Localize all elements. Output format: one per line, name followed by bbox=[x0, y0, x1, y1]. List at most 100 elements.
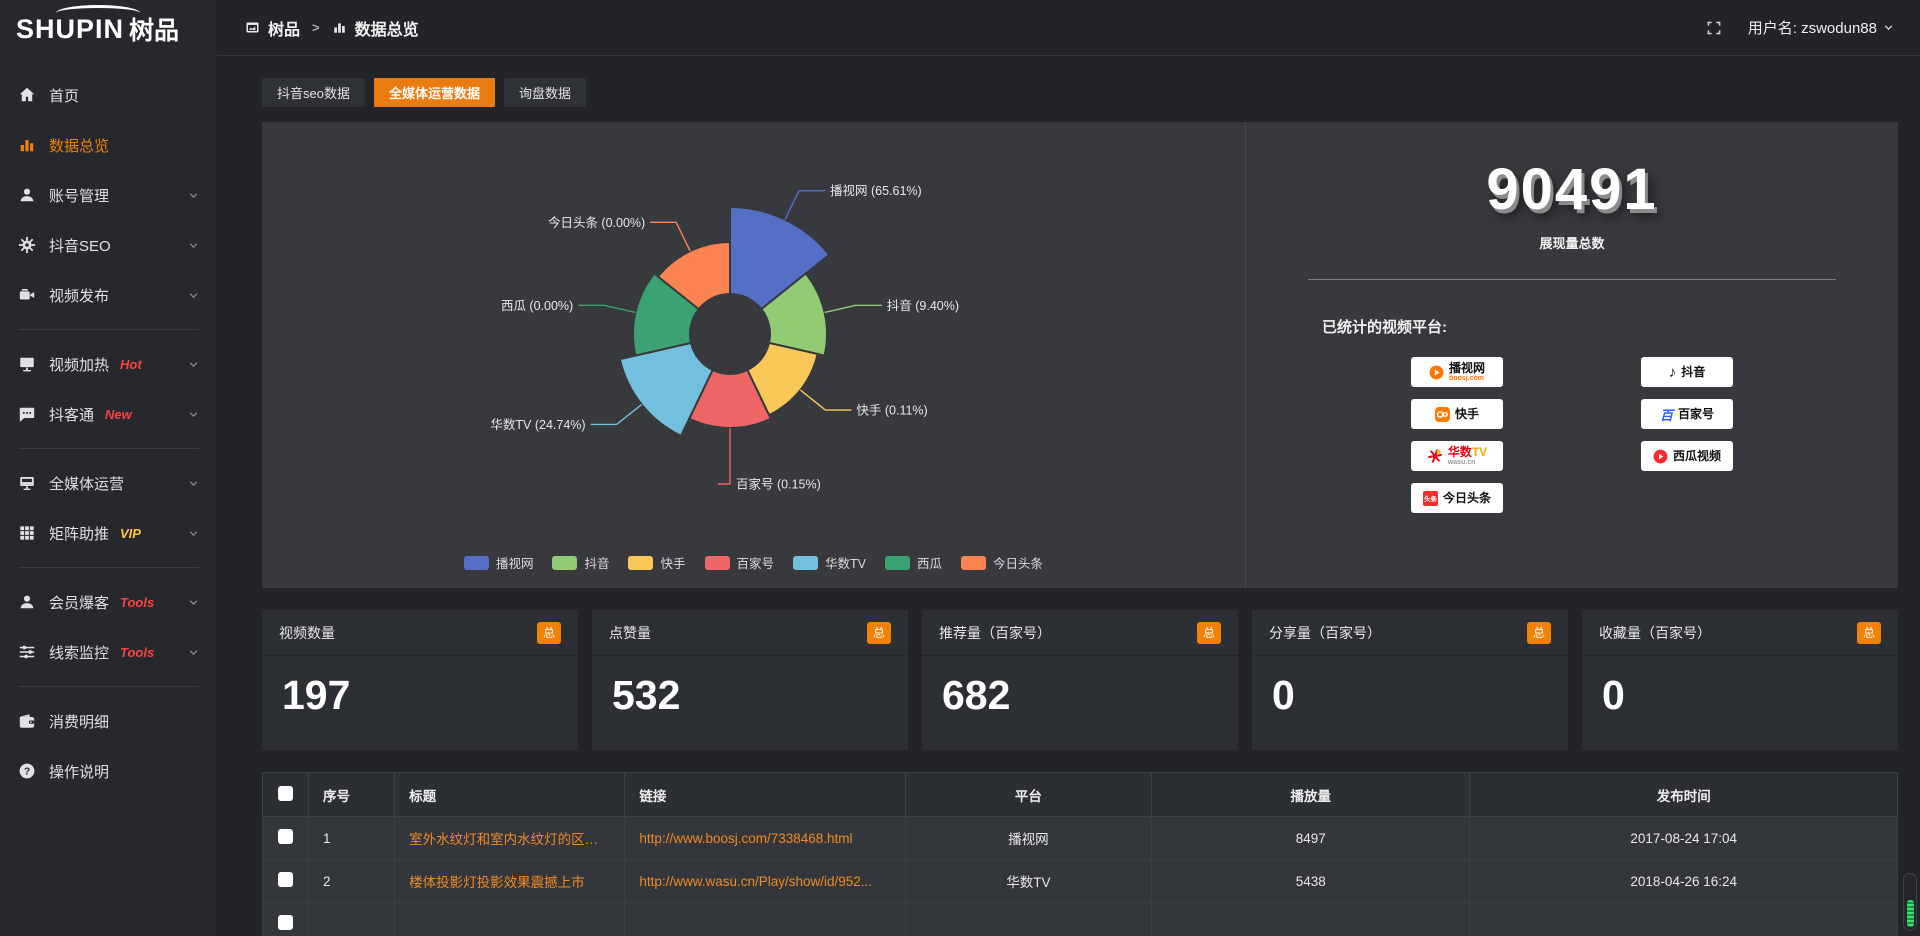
row-checkbox[interactable] bbox=[278, 872, 294, 887]
scrollbar[interactable] bbox=[1903, 873, 1917, 931]
stat-card-视频数量: 视频数量 总 197 bbox=[262, 610, 578, 750]
sidebar-item-omni-media[interactable]: 全媒体运营 bbox=[0, 458, 217, 508]
cell-link: http://www.wasu.cn/Play/show/id/952... bbox=[624, 859, 906, 903]
sidebar-item-matrix-boost[interactable]: 矩阵助推 VIP bbox=[0, 508, 217, 558]
bar-chart-icon bbox=[18, 136, 36, 154]
breadcrumb-separator: > bbox=[312, 20, 320, 35]
stat-card-value: 532 bbox=[612, 672, 681, 718]
chevron-down-icon bbox=[188, 647, 199, 658]
platform-pill-今日头条[interactable]: 头条 今日头条 bbox=[1411, 483, 1503, 513]
row-checkbox[interactable] bbox=[278, 829, 294, 844]
sidebar-item-label: 数据总览 bbox=[49, 137, 110, 155]
breadcrumb-item[interactable]: 数据总览 bbox=[332, 16, 419, 40]
user-menu[interactable]: 用户名: zswodun88 bbox=[1748, 17, 1894, 38]
stat-card-header: 点赞量 总 bbox=[592, 610, 908, 656]
wallet-icon bbox=[18, 712, 36, 730]
sidebar-item-data-overview[interactable]: 数据总览 bbox=[0, 120, 217, 170]
legend-item-今日头条[interactable]: 今日头条 bbox=[961, 553, 1043, 572]
total-badge[interactable]: 总 bbox=[1197, 621, 1221, 644]
toutiao-logo-icon: 头条 bbox=[1422, 490, 1438, 506]
select-all-checkbox[interactable] bbox=[278, 785, 294, 801]
total-badge[interactable]: 总 bbox=[867, 621, 891, 644]
stat-card-value: 197 bbox=[282, 672, 351, 718]
legend-item-播视网[interactable]: 播视网 bbox=[463, 553, 533, 572]
pie-label-line bbox=[650, 221, 691, 252]
row-checkbox-cell bbox=[261, 816, 310, 860]
pie-slice-西瓜[interactable] bbox=[631, 272, 701, 357]
sidebar-item-douyin-seo[interactable]: 抖音SEO bbox=[0, 220, 217, 270]
legend-item-百家号[interactable]: 百家号 bbox=[704, 553, 774, 572]
sidebar-item-consumption-detail[interactable]: 消费明细 bbox=[0, 696, 217, 746]
pie-slice-华数TV[interactable] bbox=[618, 341, 714, 438]
pie-slice-抖音[interactable] bbox=[759, 272, 829, 357]
boosj-logo-icon bbox=[1429, 365, 1444, 380]
col-header-title: 标题 bbox=[394, 772, 626, 817]
sidebar-item-account-management[interactable]: 账号管理 bbox=[0, 170, 217, 220]
total-badge[interactable]: 总 bbox=[1527, 621, 1551, 644]
platform-pill-西瓜视频[interactable]: 西瓜视频 bbox=[1641, 441, 1733, 471]
pie-label-line bbox=[718, 428, 731, 485]
legend-item-抖音[interactable]: 抖音 bbox=[552, 553, 609, 572]
video-url-link[interactable]: http://www.boosj.com/7338468.html bbox=[639, 830, 853, 846]
monitor-icon bbox=[18, 474, 36, 492]
video-title-link[interactable]: 楼体投影灯投影效果震撼上市 bbox=[409, 875, 585, 890]
gear-icon bbox=[18, 236, 36, 254]
sidebar-item-member-baoke[interactable]: 会员爆客 Tools bbox=[0, 577, 217, 627]
sidebar-item-label: 账号管理 bbox=[49, 187, 110, 205]
sidebar-item-home[interactable]: 首页 bbox=[0, 70, 217, 120]
cell-no: 1 bbox=[308, 816, 396, 860]
tab-全媒体运营数据[interactable]: 全媒体运营数据 bbox=[373, 78, 495, 107]
video-url-link[interactable]: http://www.wasu.cn/Play/show/id/952... bbox=[639, 873, 873, 889]
cell-platform: 华数TV bbox=[904, 859, 1153, 903]
user-icon bbox=[18, 593, 36, 611]
scrollbar-thumb[interactable] bbox=[1906, 900, 1914, 927]
sidebar-item-video-heating[interactable]: 视频加热 Hot bbox=[0, 339, 217, 389]
pie-slice-播视网[interactable] bbox=[729, 205, 831, 311]
douyin-logo-icon: ♪ bbox=[1668, 363, 1677, 381]
cell-no: 2 bbox=[308, 859, 396, 903]
summary-panel: 90491 展现量总数 已统计的视频平台: 播视网 boosj.com 快手 华数TV… bbox=[1245, 122, 1898, 588]
pie-label: 西瓜 (0.00%) bbox=[501, 299, 573, 313]
tab-抖音seo数据[interactable]: 抖音seo数据 bbox=[262, 78, 365, 107]
legend-item-快手[interactable]: 快手 bbox=[628, 553, 686, 572]
platform-pill-百家号[interactable]: 百百家号 bbox=[1641, 399, 1733, 429]
row-checkbox[interactable] bbox=[278, 915, 294, 930]
sidebar-item-douketong[interactable]: 抖客通 New bbox=[0, 389, 217, 439]
stat-card-title: 视频数量 bbox=[279, 624, 335, 641]
stat-card-header: 视频数量 总 bbox=[262, 610, 578, 656]
platform-pill-抖音[interactable]: ♪ 抖音 bbox=[1641, 357, 1733, 387]
platform-pill-华数TV[interactable]: 华数TV wasu.cn bbox=[1411, 441, 1503, 471]
fullscreen-icon[interactable] bbox=[1706, 20, 1722, 36]
legend-item-华数TV[interactable]: 华数TV bbox=[793, 553, 866, 572]
sidebar-item-clue-monitor[interactable]: 线索监控 Tools bbox=[0, 627, 217, 677]
impressions-total-value: 90491 bbox=[1486, 157, 1658, 222]
svg-text:?: ? bbox=[24, 767, 30, 778]
legend-item-西瓜[interactable]: 西瓜 bbox=[885, 553, 942, 572]
nightingale-pie-chart[interactable]: 播视网 (65.61%) 抖音 (9.40%) 快手 (0.11%) 百家号 (0.1… bbox=[262, 122, 1245, 530]
logo-arc-decoration bbox=[56, 5, 140, 21]
video-title-link[interactable]: 室外水纹灯和室内水纹灯的区别和简介 bbox=[409, 832, 611, 847]
platform-pill-播视网[interactable]: 播视网 boosj.com bbox=[1411, 357, 1503, 387]
cell-platform bbox=[904, 902, 1153, 936]
total-badge[interactable]: 总 bbox=[1857, 621, 1881, 644]
row-checkbox-cell bbox=[261, 902, 310, 936]
tab-询盘数据[interactable]: 询盘数据 bbox=[503, 78, 586, 107]
breadcrumb-item[interactable]: 树品 bbox=[245, 16, 300, 40]
table-row bbox=[261, 902, 1898, 936]
legend-swatch bbox=[628, 555, 654, 570]
main-content: 抖音seo数据 全媒体运营数据 询盘数据 播视网 (65.61%) 抖音 (9.40%… bbox=[217, 56, 1920, 936]
chevron-down-icon bbox=[188, 409, 199, 420]
pie-slice-今日头条[interactable] bbox=[656, 240, 731, 311]
total-badge[interactable]: 总 bbox=[537, 621, 561, 644]
home-icon bbox=[18, 86, 36, 104]
sidebar-item-operation-guide[interactable]: ? 操作说明 bbox=[0, 746, 217, 796]
cell-title: 室外水纹灯和室内水纹灯的区别和简介 bbox=[394, 816, 626, 860]
legend-label: 华数TV bbox=[825, 557, 866, 571]
platform-pill-text: 百家号 bbox=[1678, 408, 1714, 421]
legend-label: 抖音 bbox=[584, 557, 610, 571]
chevron-down-icon bbox=[188, 190, 199, 201]
platform-pill-快手[interactable]: 快手 bbox=[1411, 399, 1503, 429]
cell-no bbox=[308, 902, 396, 936]
stat-card-收藏量（百家号）: 收藏量（百家号） 总 0 bbox=[1582, 610, 1898, 750]
sidebar-item-video-publish[interactable]: 视频发布 bbox=[0, 270, 217, 320]
